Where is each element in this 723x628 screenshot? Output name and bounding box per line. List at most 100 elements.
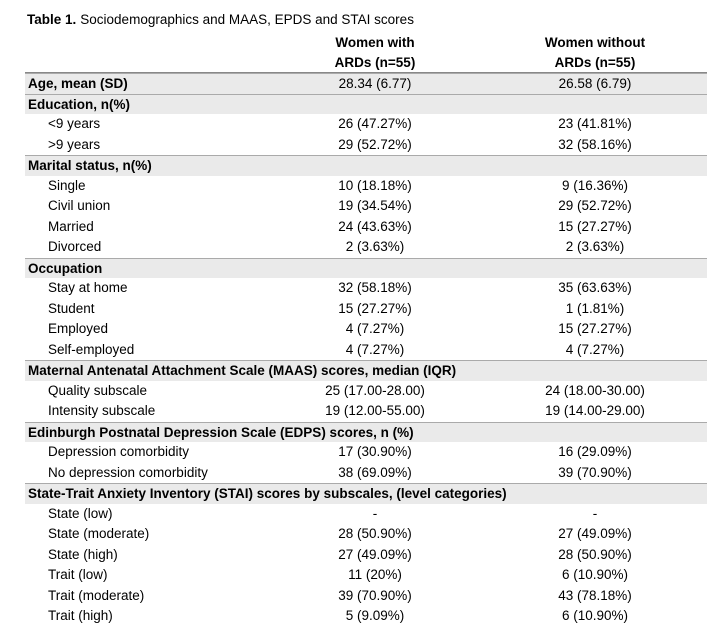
row-label: Maternal Antenatal Attachment Scale (MAA…: [28, 363, 457, 378]
item-row: Quality subscale 25 (17.00-28.00) 24 (18.0…: [25, 381, 707, 402]
cell-value: -: [592, 505, 598, 521]
row-label: No depression comorbidity: [48, 464, 208, 480]
item-row: <9 years 26 (47.27%) 23 (41.81%): [25, 114, 707, 135]
cell-value: 39 (70.90%): [558, 464, 632, 480]
cell-value: 27 (49.09%): [338, 546, 412, 562]
cell-value: 24 (18.00-30.00): [545, 382, 645, 398]
item-row: State (high) 27 (49.09%) 28 (50.90%): [25, 545, 707, 566]
cell-value: 1 (1.81%): [565, 300, 625, 316]
row-label: Education, n(%): [28, 96, 130, 112]
row-label: <9 years: [48, 116, 101, 131]
cell-value: 2 (3.63%): [565, 239, 625, 254]
cell-value: 38 (69.09%): [338, 464, 412, 480]
item-row: State (low) - -: [25, 504, 707, 525]
cell-value: 15 (27.27%): [338, 300, 412, 316]
cell-value: 15 (27.27%): [558, 218, 632, 234]
item-row: Single 10 (18.18%) 9 (16.36%): [25, 176, 707, 197]
item-row: Married 24 (43.63%) 15 (27.27%): [25, 217, 707, 238]
header-line: ARDs (n=55): [334, 55, 416, 70]
row-label: Civil union: [48, 198, 111, 213]
row-label: Edinburgh Postnatal Depression Scale (ED…: [28, 424, 414, 440]
row-label: State (low): [48, 505, 113, 521]
caption-text: Sociodemographics and MAAS, EPDS and STA…: [80, 12, 414, 27]
row-label: Marital status, n(%): [28, 158, 152, 173]
row-label: State (high): [48, 546, 118, 562]
item-row: No depression comorbidity 38 (69.09%) 39 (…: [25, 463, 707, 484]
header-line: ARDs (n=55): [554, 55, 636, 70]
cell-value: 17 (30.90%): [338, 444, 412, 459]
cell-value: 5 (9.09%): [345, 608, 405, 623]
cell-value: 10 (18.18%): [338, 177, 412, 193]
column-header: Women with ARDs (n=55): [285, 33, 465, 73]
row-label: Depression comorbidity: [48, 444, 190, 459]
item-row: Trait (low) 11 (20%) 6 (10.90%): [25, 565, 707, 586]
row-label: Divorced: [48, 239, 102, 254]
item-row: Student 15 (27.27%) 1 (1.81%): [25, 299, 707, 320]
cell-value: 2 (3.63%): [345, 239, 405, 254]
header-rule: [25, 72, 707, 73]
item-row: Employed 4 (7.27%) 15 (27.27%): [25, 319, 707, 340]
item-row: >9 years 29 (52.72%) 32 (58.16%): [25, 135, 707, 156]
cell-value: 39 (70.90%): [338, 587, 412, 603]
cell-value: 32 (58.18%): [338, 280, 412, 295]
item-row: Depression comorbidity 17 (30.90%) 16 (29.…: [25, 442, 707, 463]
section-row: State-Trait Anxiety Inventory (STAI) sco…: [25, 483, 707, 504]
section-row: Edinburgh Postnatal Depression Scale (ED…: [25, 421, 707, 442]
cell-value: 35 (63.63%): [558, 280, 632, 295]
cell-value: 6 (10.90%): [561, 608, 629, 623]
row-label: Trait (low): [48, 567, 108, 582]
header-line: Women with: [335, 35, 415, 50]
cell-value: 43 (78.18%): [558, 587, 632, 603]
table-caption: Table 1. Sociodemographics and MAAS, EPDS…: [27, 12, 414, 27]
item-row: Trait (moderate) 39 (70.90%) 43 (78.18%): [25, 586, 707, 607]
section-row: Maternal Antenatal Attachment Scale (MAA…: [25, 360, 707, 381]
item-row: Trait (high) 5 (9.09%) 6 (10.90%): [25, 606, 707, 627]
cell-value: 4 (7.27%): [345, 321, 405, 336]
cell-value: 23 (41.81%): [558, 116, 632, 131]
cell-value: 32 (58.16%): [558, 136, 632, 152]
cell-value: 11 (20%): [348, 567, 402, 582]
row-label: Single: [48, 177, 86, 193]
cell-value: 4 (7.27%): [565, 341, 625, 357]
cell-value: 28 (50.90%): [338, 526, 412, 541]
cell-value: 27 (49.09%): [558, 526, 632, 541]
row-label: Employed: [48, 321, 109, 336]
row-label: State-Trait Anxiety Inventory (STAI) sco…: [28, 486, 507, 501]
cell-value: 26 (47.27%): [338, 116, 412, 131]
cell-value: 6 (10.90%): [561, 567, 629, 582]
row-label: Age, mean (SD): [28, 76, 128, 91]
table-body: Age, mean (SD) 28.34 (6.77) 26.58 (6.79) Ed…: [25, 73, 707, 627]
cell-value: 24 (43.63%): [338, 218, 412, 234]
row-label: Stay at home: [48, 280, 128, 295]
row-label: Self-employed: [48, 341, 135, 357]
item-row: Civil union 19 (34.54%) 29 (52.72%): [25, 196, 707, 217]
cell-value: 28.34 (6.77): [338, 76, 412, 91]
cell-value: 9 (16.36%): [561, 177, 629, 193]
cell-value: 19 (34.54%): [338, 198, 412, 213]
cell-value: 29 (52.72%): [338, 136, 412, 152]
row-label: Quality subscale: [48, 382, 148, 398]
cell-value: -: [372, 505, 378, 521]
item-row: Divorced 2 (3.63%) 2 (3.63%): [25, 237, 707, 258]
row-label: >9 years: [48, 136, 101, 152]
section-row: Marital status, n(%): [25, 155, 707, 176]
row-label: Trait (moderate): [48, 587, 145, 603]
header-line: Women without: [544, 35, 646, 50]
row-label: Student: [48, 300, 95, 316]
cell-value: 4 (7.27%): [345, 341, 405, 357]
cell-value: 19 (12.00-55.00): [325, 403, 425, 418]
cell-value: 19 (14.00-29.00): [545, 403, 645, 418]
row-label: Married: [48, 218, 94, 234]
section-row: Education, n(%): [25, 93, 707, 114]
row-label: Trait (high): [48, 608, 113, 623]
item-row: Stay at home 32 (58.18%) 35 (63.63%): [25, 278, 707, 299]
cell-value: 28 (50.90%): [558, 546, 632, 562]
section-row: Occupation: [25, 257, 707, 278]
column-header: Women without ARDs (n=55): [495, 33, 695, 73]
item-row: Intensity subscale 19 (12.00-55.00) 19 (14…: [25, 401, 707, 422]
row-label: Intensity subscale: [48, 403, 156, 418]
item-row: State (moderate) 28 (50.90%) 27 (49.09%): [25, 524, 707, 545]
cell-value: 25 (17.00-28.00): [325, 382, 425, 398]
row-label: State (moderate): [48, 526, 150, 541]
